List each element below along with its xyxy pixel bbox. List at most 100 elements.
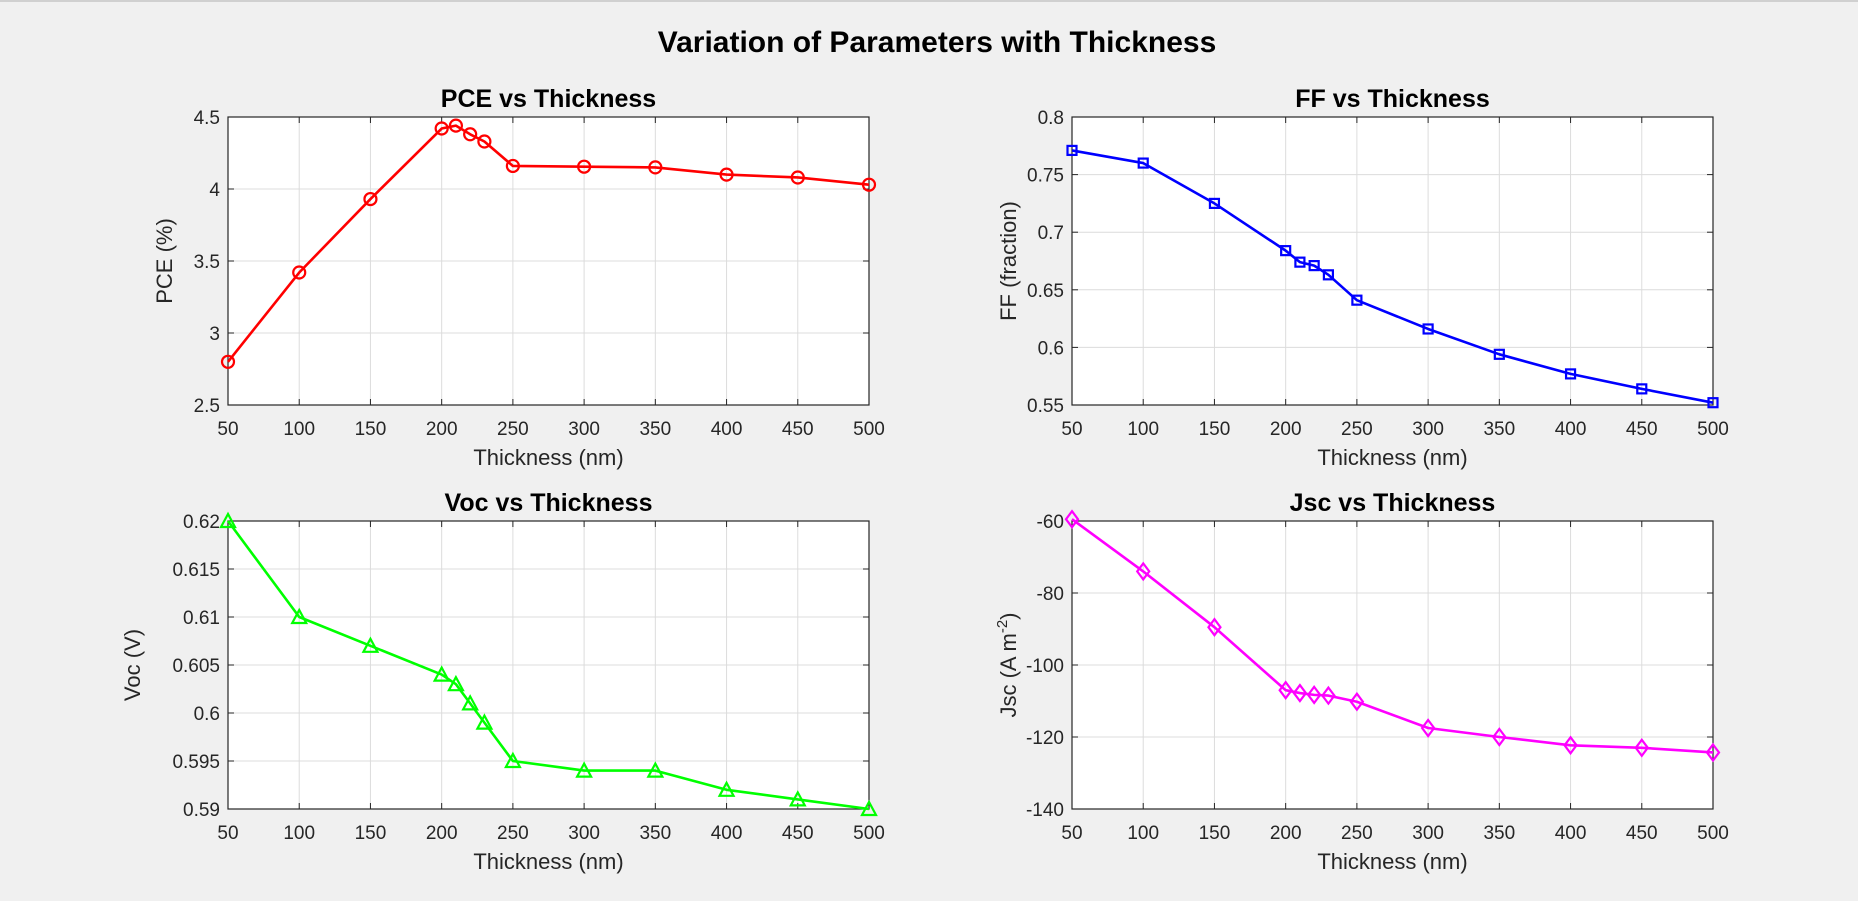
y-tick-label: 0.605 <box>172 656 220 677</box>
data-point-marker <box>475 713 494 730</box>
x-axis-label: Thickness (nm) <box>1317 445 1467 470</box>
x-tick-label: 200 <box>426 823 458 844</box>
x-tick-label: 300 <box>568 823 600 844</box>
x-tick-label: 400 <box>711 419 743 440</box>
subplot-title: Jsc vs Thickness <box>1290 489 1496 517</box>
subplot-title: PCE vs Thickness <box>441 85 656 113</box>
x-tick-label: 350 <box>1483 823 1515 844</box>
x-tick-label: 100 <box>283 823 315 844</box>
series-line <box>226 124 870 363</box>
data-point-marker <box>448 118 464 133</box>
data-point-marker <box>648 160 663 175</box>
data-point-marker <box>577 159 592 174</box>
data-point-marker <box>432 665 451 682</box>
data-point-marker <box>1066 144 1078 157</box>
x-tick-label: 200 <box>1270 419 1302 440</box>
data-point-marker <box>463 127 478 142</box>
axes-box <box>1071 520 1714 810</box>
x-tick-label: 300 <box>568 419 600 440</box>
y-tick-label: 3 <box>209 324 220 345</box>
y-tick-label: 0.595 <box>172 752 220 773</box>
x-tick-label: 100 <box>1127 419 1159 440</box>
y-axis-label-main: Jsc (A m <box>996 633 1021 717</box>
x-tick-label: 400 <box>711 823 743 844</box>
series-line <box>1071 149 1714 404</box>
data-point-marker <box>220 354 236 369</box>
y-axis-label: PCE (%) <box>152 218 177 304</box>
y-tick-label: 0.62 <box>183 512 220 533</box>
data-point-marker <box>504 751 522 769</box>
y-tick-label: 0.8 <box>1038 108 1064 129</box>
y-tick-label: 0.7 <box>1038 223 1064 244</box>
figure-title: Variation of Parameters with Thickness <box>658 26 1217 59</box>
plot-area <box>1072 117 1713 405</box>
subplot-1: 50 100 150 200 250 300 350 400 450 500 2.5 3 3.5 4 4.5… <box>152 85 885 470</box>
data-point-marker <box>290 607 309 625</box>
x-tick-label: 500 <box>853 823 885 844</box>
x-tick-label: 250 <box>497 823 529 844</box>
x-axis-label: Thickness (nm) <box>1317 849 1467 874</box>
data-point-marker <box>1707 397 1719 409</box>
data-point-marker <box>646 761 665 778</box>
data-point-marker <box>860 799 878 817</box>
y-tick-label: -60 <box>1037 512 1064 533</box>
y-tick-label: 0.75 <box>1027 166 1064 187</box>
data-point-marker <box>1278 680 1294 701</box>
data-point-marker <box>1634 737 1650 758</box>
x-tick-label: 400 <box>1555 419 1587 440</box>
y-axis-label-end: ) <box>996 612 1021 619</box>
data-point-marker <box>292 265 307 280</box>
x-tick-label: 100 <box>1127 823 1159 844</box>
y-tick-label: 0.6 <box>1038 338 1064 359</box>
data-point-marker <box>788 790 807 807</box>
y-tick-label: 4.5 <box>194 108 220 129</box>
x-tick-label: 50 <box>1061 419 1082 440</box>
series-line <box>1071 518 1714 754</box>
data-point-marker <box>1563 735 1578 756</box>
data-point-marker <box>1321 685 1336 706</box>
y-tick-label: 0.59 <box>183 800 220 821</box>
y-tick-label: 4 <box>209 180 220 201</box>
data-point-marker <box>1422 323 1434 335</box>
subplot-title: FF vs Thickness <box>1295 85 1490 113</box>
x-tick-label: 200 <box>1270 823 1302 844</box>
x-tick-label: 250 <box>1341 823 1373 844</box>
x-tick-label: 150 <box>355 419 387 440</box>
y-tick-label: 3.5 <box>194 252 220 273</box>
y-tick-label: -100 <box>1026 656 1064 677</box>
y-axis-label: Jsc (A m-2) <box>994 612 1021 717</box>
x-tick-label: 100 <box>283 419 315 440</box>
series-line <box>226 520 870 811</box>
x-tick-label: 500 <box>853 419 885 440</box>
data-point-marker <box>1208 197 1221 209</box>
y-tick-label: 2.5 <box>194 396 220 417</box>
x-tick-label: 250 <box>1341 419 1373 440</box>
data-point-marker <box>1705 742 1721 763</box>
y-tick-label: 0.65 <box>1027 281 1064 302</box>
x-tick-label: 150 <box>1199 823 1231 844</box>
data-point-marker <box>1322 269 1335 281</box>
x-axis-label: Thickness (nm) <box>473 849 623 874</box>
data-point-marker <box>790 170 805 185</box>
data-point-marker <box>1207 617 1222 638</box>
data-point-marker <box>1137 157 1149 169</box>
data-point-marker <box>1491 727 1507 747</box>
y-tick-label: -80 <box>1037 584 1064 605</box>
data-point-marker <box>1292 683 1308 703</box>
y-tick-label: 0.55 <box>1027 396 1064 417</box>
x-tick-label: 450 <box>1626 823 1658 844</box>
data-point-marker <box>461 694 479 711</box>
y-tick-label: 0.615 <box>172 560 220 581</box>
data-point-marker <box>434 121 449 136</box>
data-point-marker <box>1493 348 1505 360</box>
data-point-marker <box>1420 718 1436 738</box>
data-point-marker <box>1636 383 1648 395</box>
x-tick-label: 500 <box>1697 419 1729 440</box>
x-tick-label: 200 <box>426 419 458 440</box>
x-tick-label: 50 <box>217 823 238 844</box>
x-tick-label: 350 <box>639 419 671 440</box>
data-point-marker <box>361 636 380 653</box>
data-point-marker <box>1135 561 1151 582</box>
data-point-marker <box>717 780 736 797</box>
data-point-marker <box>719 167 734 182</box>
